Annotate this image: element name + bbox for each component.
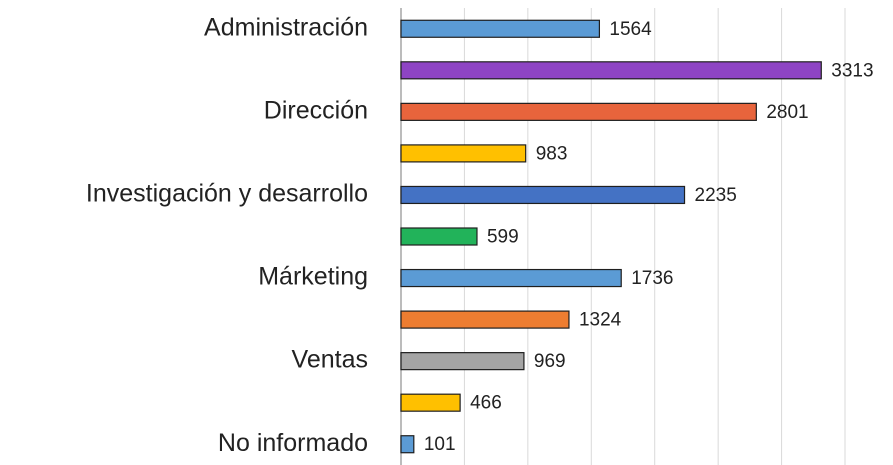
bar [400,310,570,329]
data-label: 1324 [579,310,622,331]
y-tick-label: Administración [204,13,368,41]
data-label: 599 [487,227,519,248]
data-label: 101 [424,434,456,455]
bar [400,435,415,454]
data-label: 2801 [766,102,808,123]
data-label: 1564 [609,19,652,40]
y-tick-label: Márketing [258,263,368,291]
data-label: 3313 [831,60,873,81]
y-tick-label: Dirección [264,96,368,124]
y-tick-label: Ventas [292,346,368,374]
y-tick-label: Investigación y desarrollo [86,180,368,208]
data-label: 969 [534,351,566,372]
bar [400,185,686,205]
bar [400,19,601,38]
data-label: 2235 [695,185,737,206]
data-label: 983 [536,143,568,164]
y-tick-label: No informado [218,429,368,457]
data-label: 466 [470,393,502,414]
bar [400,352,525,371]
bar [400,227,478,246]
bar [400,393,461,412]
bar [400,144,527,163]
data-label: 1736 [631,268,673,289]
bar [400,268,622,288]
bar [400,102,757,121]
bar [400,61,822,80]
